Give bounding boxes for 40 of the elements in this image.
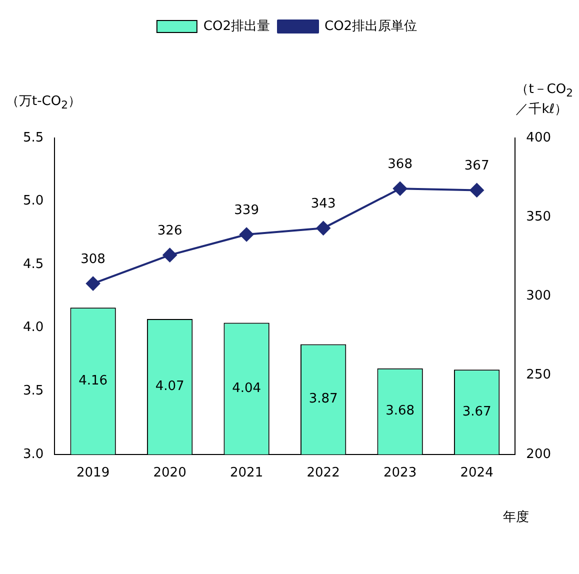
point <box>393 182 408 196</box>
data-label: 3.68 <box>386 404 415 419</box>
point <box>470 183 484 198</box>
x-axis-title: 年度 <box>503 509 529 526</box>
y-tick-label: 5.5 <box>22 130 44 146</box>
y-tick-label: 4.5 <box>22 256 44 272</box>
y-tick-label: 3.0 <box>22 446 44 462</box>
y2-tick-label: 300 <box>526 288 552 304</box>
x-tick-label: 2024 <box>460 466 494 481</box>
data-label: 308 <box>80 252 106 267</box>
y2-tick-label: 400 <box>526 130 552 146</box>
data-label: 3.67 <box>462 404 492 420</box>
y-tick-label: 5.0 <box>22 194 44 209</box>
y-axis-title: （万t-CO$_{2}$） <box>6 93 81 112</box>
point <box>316 221 330 236</box>
y-tick-label: 3.5 <box>22 383 44 398</box>
y2-tick-label: 350 <box>526 209 552 224</box>
x-tick-label: 2020 <box>153 466 186 481</box>
y2-tick-label: 200 <box>526 446 552 462</box>
data-label: 368 <box>388 157 412 172</box>
legend-label: CO2排出原単位 <box>324 18 418 34</box>
x-tick-label: 2019 <box>76 466 110 481</box>
y2-axis-title: （t－CO$_{2}$ ／千kℓ） <box>516 81 573 118</box>
x-tick-label: 2023 <box>384 466 417 481</box>
legend-label: CO2排出量 <box>203 18 270 34</box>
point <box>240 228 254 242</box>
data-label: 339 <box>234 202 259 218</box>
x-tick-label: 2022 <box>306 466 340 481</box>
data-label: 4.16 <box>78 373 108 388</box>
data-label: 3.87 <box>308 392 338 407</box>
data-label: 4.07 <box>155 379 184 394</box>
point <box>86 276 100 291</box>
x-tick-label: 2021 <box>230 466 264 481</box>
data-label: 4.04 <box>232 380 262 396</box>
data-label: 367 <box>464 158 490 174</box>
data-label: 343 <box>310 196 336 212</box>
y2-tick-label: 250 <box>526 368 552 383</box>
data-label: 326 <box>157 223 182 238</box>
point <box>162 248 177 262</box>
y-tick-label: 4.0 <box>22 320 44 336</box>
